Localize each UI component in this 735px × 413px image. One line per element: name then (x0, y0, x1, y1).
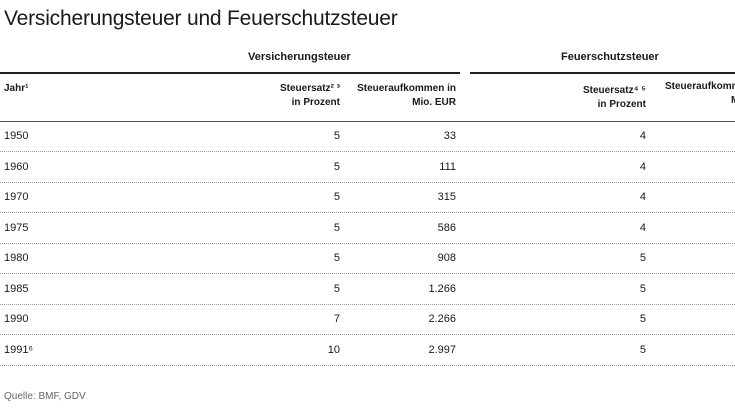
table-row: 1991⁶ 10 2.997 5 (0, 336, 735, 366)
row-separator (0, 151, 735, 152)
cell-vst-aufkommen: 908 (437, 252, 456, 264)
cell-vst-steuersatz: 5 (333, 130, 340, 142)
cell-vst-steuersatz: 5 (333, 282, 340, 295)
cell-fst-steuersatz: 4 (639, 130, 646, 142)
cell-vst-steuersatz: 10 (327, 343, 340, 356)
cell-jahr: 1991⁶ (4, 343, 33, 356)
table-title: Versicherungsteuer und Feuerschutzsteuer (4, 7, 398, 30)
column-header-line: in Prozent (597, 99, 646, 110)
cell-vst-steuersatz: 5 (333, 252, 340, 264)
cell-vst-aufkommen: 315 (437, 191, 456, 203)
row-separator (0, 273, 735, 274)
cell-jahr: 1990 (4, 313, 29, 325)
column-header-jahr-label: Jahr¹ (4, 83, 29, 94)
cell-vst-aufkommen: 2.266 (428, 313, 456, 325)
column-header-fst-steuersatz: Steuersatz⁴ ⁵ in Prozent (583, 84, 646, 112)
row-separator (0, 242, 735, 244)
cell-jahr: 1980 (4, 252, 29, 264)
column-header-line: Steueraufkomm (665, 81, 735, 92)
source-note: Quelle: BMF, GDV (4, 391, 86, 402)
cell-jahr: 1975 (4, 221, 29, 234)
row-separator (0, 303, 735, 305)
cell-vst-aufkommen: 586 (437, 221, 456, 234)
cell-jahr: 1985 (4, 282, 29, 295)
row-separator (0, 181, 735, 183)
table-row: 1985 5 1.266 5 (0, 275, 735, 305)
table-row: 1970 5 315 4 (0, 183, 735, 213)
table-row: 1950 5 33 4 (0, 122, 735, 152)
group-header-feuerschutzsteuer: Feuerschutzsteuer (561, 51, 659, 63)
cell-fst-steuersatz: 5 (639, 343, 646, 356)
cell-jahr: 1970 (4, 191, 29, 203)
table-row: 1975 5 586 4 (0, 214, 735, 244)
column-header-vst-steuersatz: Steuersatz² ³ in Prozent (280, 82, 340, 110)
cell-fst-steuersatz: 5 (639, 313, 646, 325)
row-separator (0, 364, 735, 366)
cell-jahr: 1950 (4, 130, 29, 142)
column-header-line: Steuersatz² ³ (279, 83, 340, 94)
column-header-fst-aufkommen: Steueraufkomm Mio (665, 80, 735, 108)
column-header-line: Mio. EUR (412, 97, 456, 108)
table-row: 1980 5 908 5 (0, 244, 735, 274)
group-rule-feuerschutzsteuer (470, 72, 735, 74)
cell-vst-steuersatz: 5 (333, 221, 340, 234)
column-header-line: Mio (665, 94, 735, 108)
group-rule-versicherungsteuer (0, 72, 460, 74)
cell-vst-aufkommen: 111 (439, 160, 456, 173)
column-header-line: in Prozent (291, 97, 340, 108)
cell-vst-steuersatz: 5 (333, 191, 340, 203)
cell-fst-steuersatz: 5 (639, 252, 646, 264)
cell-fst-steuersatz: 4 (639, 191, 646, 203)
cell-vst-steuersatz: 7 (333, 313, 340, 325)
column-header-jahr: Jahr¹ (4, 82, 28, 96)
cell-vst-aufkommen: 2.997 (428, 343, 456, 356)
row-separator (0, 212, 735, 213)
cell-fst-steuersatz: 4 (639, 160, 646, 173)
table-row: 1960 5 111 4 (0, 153, 735, 183)
cell-fst-steuersatz: 4 (639, 221, 646, 234)
column-header-vst-aufkommen: Steueraufkommen in Mio. EUR (357, 82, 456, 110)
group-header-versicherungsteuer: Versicherungsteuer (248, 51, 351, 63)
cell-jahr: 1960 (4, 160, 29, 173)
cell-vst-aufkommen: 1.266 (428, 282, 456, 295)
cell-fst-steuersatz: 5 (639, 282, 646, 295)
cell-vst-aufkommen: 33 (443, 130, 456, 142)
row-separator (0, 334, 735, 335)
header-rule (0, 121, 735, 122)
cell-vst-steuersatz: 5 (333, 160, 340, 173)
column-header-line: Steueraufkommen in (357, 83, 456, 94)
column-header-line: Steuersatz⁴ ⁵ (583, 85, 646, 96)
table-row: 1990 7 2.266 5 (0, 305, 735, 335)
